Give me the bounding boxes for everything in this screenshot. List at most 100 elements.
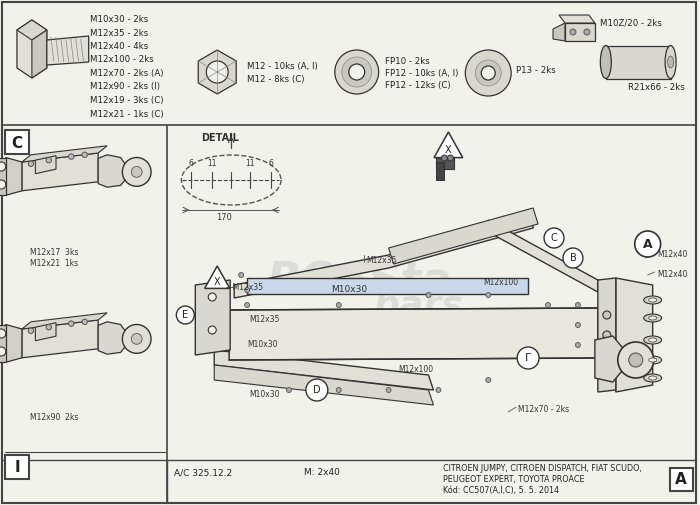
- Circle shape: [436, 387, 441, 392]
- Text: M12 - 10ks (A, I): M12 - 10ks (A, I): [247, 62, 318, 71]
- Ellipse shape: [601, 45, 611, 78]
- Polygon shape: [17, 20, 47, 78]
- Circle shape: [635, 231, 661, 257]
- Polygon shape: [214, 365, 433, 405]
- Text: A: A: [643, 237, 652, 250]
- Text: DETAIL: DETAIL: [202, 133, 239, 143]
- Ellipse shape: [649, 338, 657, 342]
- Polygon shape: [22, 153, 98, 191]
- Polygon shape: [22, 146, 107, 162]
- Text: 170: 170: [216, 213, 232, 222]
- Text: E: E: [182, 310, 188, 320]
- Polygon shape: [36, 323, 56, 341]
- FancyBboxPatch shape: [606, 46, 671, 79]
- Text: D: D: [313, 385, 321, 395]
- Ellipse shape: [649, 298, 657, 302]
- Circle shape: [629, 353, 643, 367]
- Text: M12x19 - 3ks (C): M12x19 - 3ks (C): [90, 96, 163, 105]
- Polygon shape: [553, 23, 565, 41]
- Text: M12x21 - 1ks (C): M12x21 - 1ks (C): [90, 110, 163, 119]
- Text: M10x30 - 2ks: M10x30 - 2ks: [90, 15, 148, 24]
- Circle shape: [335, 50, 379, 94]
- Text: M12x100: M12x100: [483, 278, 519, 287]
- Circle shape: [603, 371, 611, 379]
- Polygon shape: [214, 350, 433, 390]
- Text: M12 - 8ks (C): M12 - 8ks (C): [247, 75, 304, 84]
- Text: 11: 11: [246, 159, 255, 168]
- Circle shape: [0, 180, 6, 189]
- Circle shape: [28, 161, 34, 167]
- Circle shape: [603, 351, 611, 359]
- Circle shape: [176, 306, 195, 324]
- Circle shape: [0, 162, 6, 171]
- Text: C: C: [551, 233, 557, 243]
- FancyBboxPatch shape: [436, 155, 454, 169]
- Text: P13 - 2ks: P13 - 2ks: [516, 66, 556, 75]
- Text: M12x35 - 2ks: M12x35 - 2ks: [90, 28, 148, 37]
- Text: PEUGEOT EXPERT, TOYOTA PROACE: PEUGEOT EXPERT, TOYOTA PROACE: [443, 475, 585, 484]
- Text: FP12 - 10ks (A, I): FP12 - 10ks (A, I): [384, 69, 458, 78]
- Polygon shape: [47, 36, 89, 65]
- Circle shape: [336, 302, 342, 308]
- Text: M12x100 - 2ks: M12x100 - 2ks: [90, 56, 153, 65]
- Circle shape: [122, 325, 151, 354]
- Circle shape: [466, 50, 511, 96]
- Polygon shape: [595, 336, 623, 382]
- Circle shape: [306, 379, 328, 401]
- Polygon shape: [17, 20, 47, 40]
- Circle shape: [618, 342, 654, 378]
- Polygon shape: [22, 320, 98, 358]
- Text: M: 2x40: M: 2x40: [304, 468, 340, 477]
- Text: M12x90 - 2ks (I): M12x90 - 2ks (I): [90, 82, 160, 91]
- Text: 11: 11: [207, 159, 217, 168]
- Text: 6: 6: [189, 159, 194, 168]
- Ellipse shape: [644, 336, 661, 344]
- Text: M12x17  3ks: M12x17 3ks: [30, 248, 78, 257]
- Circle shape: [0, 329, 6, 338]
- Circle shape: [482, 66, 495, 80]
- Circle shape: [46, 325, 52, 330]
- Circle shape: [239, 273, 244, 278]
- Circle shape: [584, 29, 590, 35]
- Text: M10x30: M10x30: [330, 285, 367, 294]
- Circle shape: [475, 60, 501, 86]
- Circle shape: [349, 64, 365, 80]
- Text: B: B: [570, 253, 576, 263]
- Text: M12x70 - 2ks (A): M12x70 - 2ks (A): [90, 69, 163, 78]
- Circle shape: [28, 328, 34, 333]
- FancyBboxPatch shape: [5, 130, 29, 154]
- Text: X: X: [445, 145, 452, 155]
- Polygon shape: [559, 15, 595, 23]
- Circle shape: [132, 167, 142, 177]
- Text: FP12 - 12ks (C): FP12 - 12ks (C): [384, 81, 450, 90]
- Circle shape: [349, 64, 365, 80]
- Polygon shape: [36, 156, 56, 174]
- Circle shape: [69, 321, 74, 326]
- Ellipse shape: [668, 56, 673, 68]
- Polygon shape: [598, 278, 616, 392]
- Circle shape: [575, 323, 580, 328]
- Text: M12x100: M12x100: [398, 365, 434, 374]
- Text: R21x66 - 2ks: R21x66 - 2ks: [628, 83, 685, 92]
- Polygon shape: [22, 313, 107, 329]
- Polygon shape: [434, 132, 463, 158]
- Polygon shape: [195, 280, 230, 355]
- Polygon shape: [389, 208, 538, 264]
- Text: Γ: Γ: [525, 353, 531, 363]
- Circle shape: [603, 311, 611, 319]
- Text: M12x40: M12x40: [657, 250, 688, 259]
- Text: M12x90  2ks: M12x90 2ks: [30, 413, 78, 422]
- Text: I: I: [14, 460, 20, 475]
- Circle shape: [442, 155, 447, 161]
- FancyBboxPatch shape: [436, 162, 445, 180]
- Text: M12x35: M12x35: [367, 256, 397, 265]
- Text: 6: 6: [269, 159, 274, 168]
- Text: M12x21  1ks: M12x21 1ks: [30, 259, 78, 268]
- Ellipse shape: [644, 314, 661, 322]
- Text: M10Z/20 - 2ks: M10Z/20 - 2ks: [600, 18, 662, 27]
- Circle shape: [517, 347, 539, 369]
- Ellipse shape: [644, 374, 661, 382]
- Circle shape: [206, 61, 228, 83]
- FancyBboxPatch shape: [670, 468, 692, 491]
- Polygon shape: [98, 322, 125, 354]
